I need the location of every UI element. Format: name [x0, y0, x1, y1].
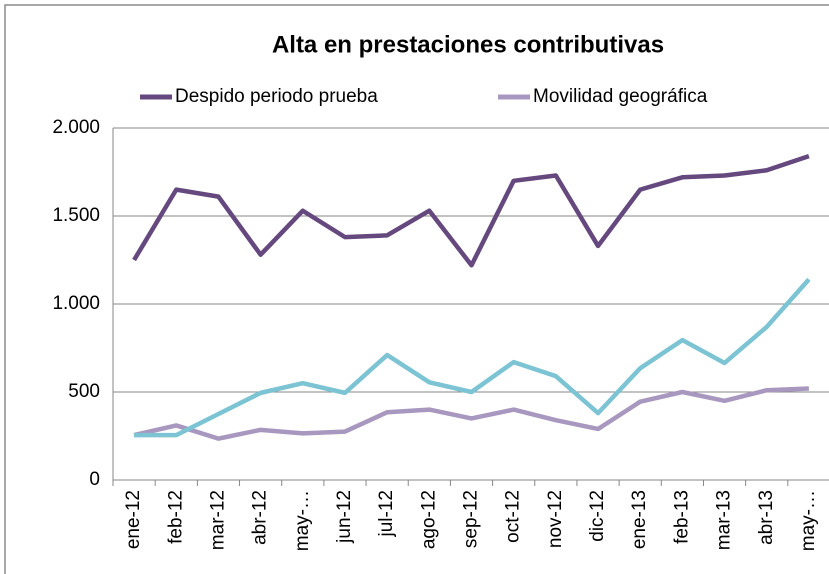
y-tick-label: 500 [68, 381, 100, 402]
x-tick-label: mar-12 [207, 490, 228, 550]
series-line [134, 277, 811, 438]
series-line [133, 386, 810, 441]
x-tick-label: nov-12 [545, 490, 566, 548]
x-tick-label: ene-12 [123, 490, 144, 549]
x-tick-label: abr-12 [250, 490, 271, 545]
x-tick-label: oct-12 [503, 490, 524, 543]
x-tick-label: ago-12 [418, 490, 439, 549]
chart-title: Alta en prestaciones contributivas [272, 31, 664, 58]
x-tick-label: mar-13 [714, 490, 735, 550]
x-tick-label: may-… [798, 490, 819, 551]
y-tick-label: 1.500 [52, 205, 100, 226]
x-tick-label: dic-12 [587, 490, 608, 542]
legend-label: Movilidad geográfica [533, 86, 708, 107]
x-tick-label: abr-13 [756, 490, 777, 545]
x-tick-label: sep-12 [461, 490, 482, 548]
x-tick-label: ene-13 [629, 490, 650, 549]
y-tick-label: 2.000 [52, 117, 100, 138]
x-tick-label: jul-12 [376, 490, 397, 537]
x-tick-label: may-… [292, 490, 313, 551]
y-tick-label: 0 [89, 469, 100, 490]
y-tick-label: 1.000 [52, 293, 100, 314]
x-tick-label: feb-13 [671, 490, 692, 544]
chart-border [4, 4, 829, 574]
series-line [132, 154, 810, 268]
legend-label: Despido periodo prueba [175, 86, 378, 107]
x-tick-label: feb-12 [165, 490, 186, 544]
x-tick-label: jun-12 [334, 490, 355, 544]
